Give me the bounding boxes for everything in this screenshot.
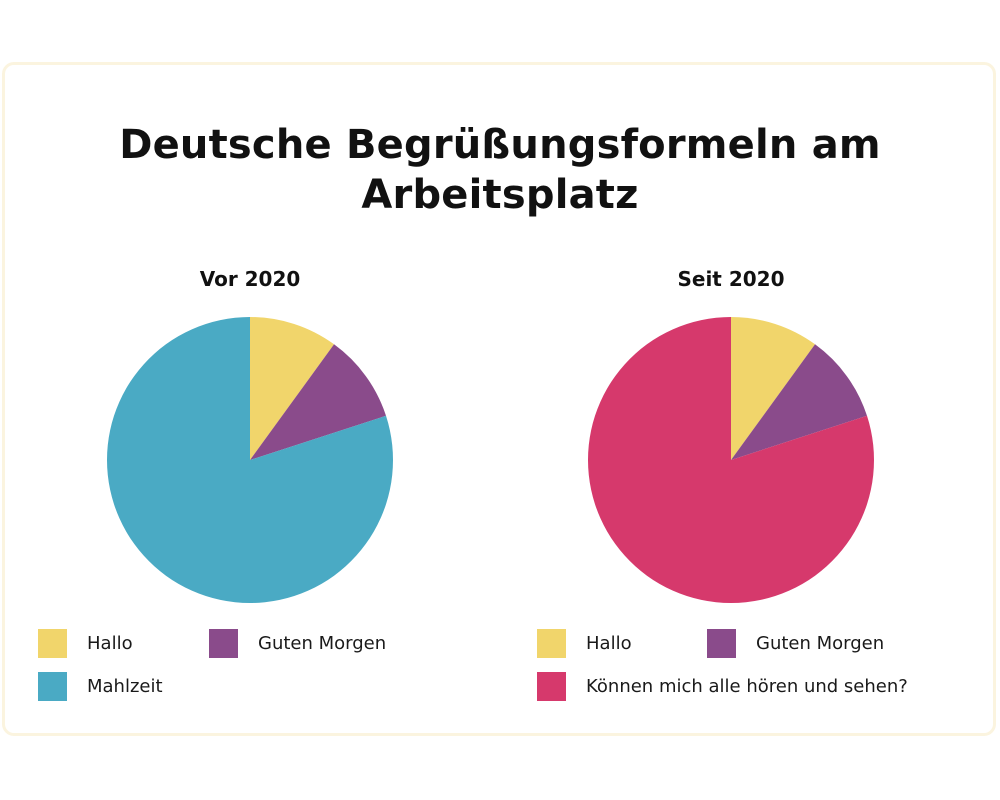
legend-item-koennen-mich-alle: Können mich alle hören und sehen? (537, 671, 908, 701)
pie-slice-guten-morgen (250, 344, 387, 460)
legend-swatch-koennen-mich-alle (537, 671, 566, 701)
legend-item-hallo: Hallo (537, 628, 632, 658)
chart-title-vor-2020: Vor 2020 (199, 267, 301, 291)
legend-label: Hallo (586, 632, 632, 654)
pie-chart-seit-2020 (588, 317, 874, 603)
legend-label: Hallo (87, 632, 133, 654)
page-title: Deutsche Begrüßungsformeln am Arbeitspla… (0, 120, 1000, 220)
legend-swatch-guten-morgen (209, 628, 238, 658)
legend-swatch-hallo (38, 628, 67, 658)
legend-label: Können mich alle hören und sehen? (586, 675, 908, 697)
pie-slice-k-nnen-mich-alle-h-ren-und-sehen (588, 317, 874, 603)
legend-swatch-mahlzeit (38, 671, 67, 701)
legend-item-mahlzeit: Mahlzeit (38, 671, 163, 701)
legend-swatch-hallo (537, 628, 566, 658)
title-line-2: Arbeitsplatz (361, 172, 639, 218)
pie-slice-hallo (250, 317, 335, 460)
legend-item-hallo: Hallo (38, 628, 133, 658)
legend-label: Guten Morgen (756, 632, 885, 654)
legend-item-guten-morgen: Guten Morgen (707, 628, 884, 658)
legend-label: Mahlzeit (87, 675, 163, 697)
legend-label: Guten Morgen (258, 632, 387, 654)
pie-slice-guten-morgen (731, 344, 868, 460)
chart-title-seit-2020: Seit 2020 (677, 267, 785, 291)
title-line-1: Deutsche Begrüßungsformeln am (119, 122, 881, 168)
legend-item-guten-morgen: Guten Morgen (209, 628, 386, 658)
pie-slice-mahlzeit (106, 317, 393, 603)
legend-swatch-guten-morgen (707, 628, 736, 658)
pie-slice-hallo (731, 317, 816, 460)
pie-chart-vor-2020 (106, 317, 393, 603)
